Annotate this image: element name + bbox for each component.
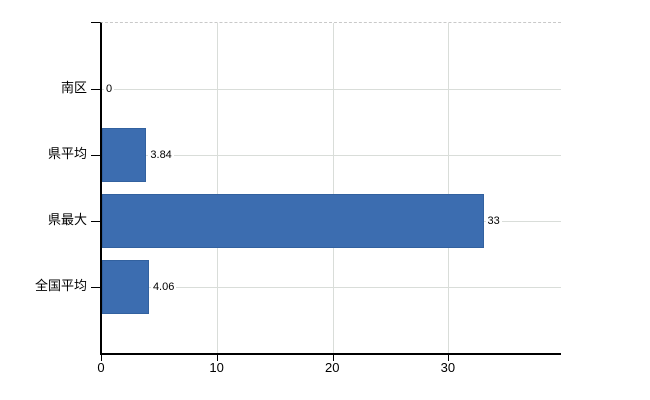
y-axis-tick [91, 88, 100, 90]
x-tick-label: 10 [209, 360, 224, 375]
gridline-x [332, 23, 334, 353]
bar [102, 260, 149, 314]
category-label: 全国平均 [34, 278, 87, 293]
gridline-x [217, 23, 219, 353]
x-axis-tick [332, 353, 334, 361]
gridline-y [102, 154, 561, 156]
value-axis-labels: 0 10 20 30 [97, 360, 560, 378]
y-axis-tick [91, 286, 100, 288]
category-label: 南区 [60, 80, 87, 95]
y-axis-tick [91, 154, 100, 156]
bar-value-label: 3.84 [148, 148, 174, 162]
plot-area: 0 3.84 33 4.06 [91, 22, 561, 361]
category-label: 県平均 [47, 146, 87, 161]
x-axis-tick [448, 353, 450, 361]
category-label: 県最大 [47, 212, 87, 227]
bar [102, 194, 484, 248]
bar-value-label: 4.06 [150, 280, 177, 294]
x-tick-label: 20 [324, 360, 340, 375]
x-tick-label: 0 [97, 360, 105, 375]
x-axis-tick [101, 353, 102, 361]
bar [102, 128, 147, 182]
bar-value-label: 0 [104, 82, 115, 96]
x-axis-tick [217, 353, 219, 361]
x-tick-label: 30 [440, 360, 456, 375]
category-axis-labels: 南区県平均県最大全国平均 [0, 22, 87, 352]
gridline-y [102, 286, 561, 288]
y-axis-top-tick [91, 22, 100, 23]
y-axis-tick [91, 220, 100, 222]
bar-value-label: 33 [485, 214, 502, 228]
gridline-x [448, 23, 450, 353]
gridline-y [102, 88, 561, 90]
